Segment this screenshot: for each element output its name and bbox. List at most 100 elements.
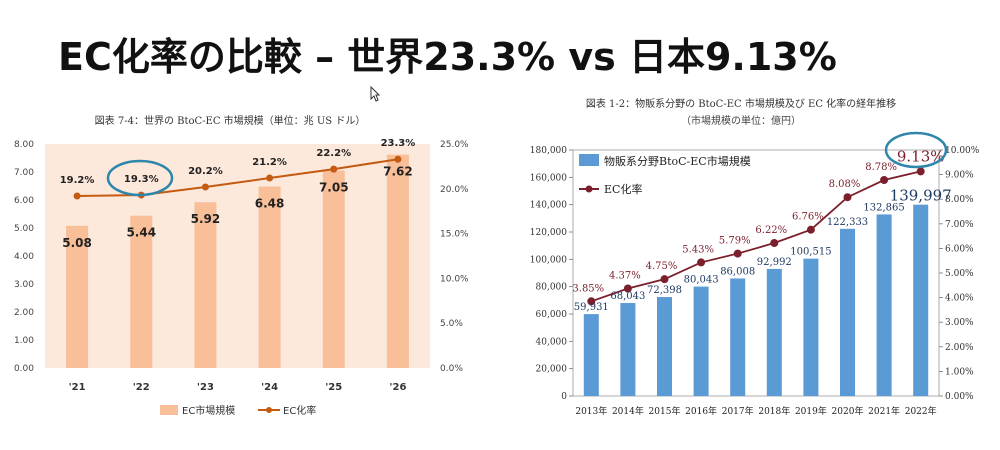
right-y-tick-label: 6.00% (945, 244, 974, 254)
world-x-tick-label: '25 (325, 382, 342, 393)
left-y-tick-label: 6.00 (14, 196, 34, 206)
japan-ec-rate-label: 8.78% (865, 162, 897, 173)
japan-ec-rate-label: 4.37% (609, 270, 641, 281)
japan-bar-value-label: 139,997 (890, 187, 952, 205)
japan-ec-rate-label: 3.85% (572, 283, 604, 294)
world-bar (322, 170, 345, 368)
left-y-tick-label: 120,000 (530, 228, 567, 238)
left-y-tick-label: 1.00 (14, 336, 34, 346)
japan-ec-rate-point (733, 249, 742, 258)
japan-bar (803, 258, 819, 396)
japan-highlight-ring (884, 131, 948, 169)
slide-title: EC化率の比較 – 世界23.3% vs 日本9.13% (58, 35, 837, 79)
left-y-tick-label: 140,000 (530, 201, 567, 211)
world-ec-rate-point (201, 183, 209, 191)
legend-line-marker (266, 407, 272, 413)
left-y-tick-label: 0 (561, 392, 567, 402)
japan-bar-value-label: 132,865 (863, 202, 904, 213)
japan-x-tick-label: 2018年 (758, 405, 790, 417)
world-bar (386, 154, 409, 368)
japan-x-tick-label: 2020年 (832, 405, 864, 417)
world-ec-rate-point (73, 192, 81, 200)
japan-ec-rate-label: 6.76% (792, 212, 824, 223)
left-y-tick-label: 180,000 (530, 146, 567, 156)
world-plot-area (45, 144, 430, 368)
world-ec-rate-label: 19.3% (124, 174, 159, 185)
japan-bar (693, 286, 709, 396)
japan-ec-rate-point (770, 238, 779, 247)
japan-ec-rate-point (623, 284, 632, 293)
right-y-tick-label: 8.00% (945, 195, 974, 205)
japan-x-tick-label: 2016年 (685, 405, 717, 417)
right-y-tick-label: 7.00% (945, 220, 974, 230)
japan-ec-rate-point (916, 167, 925, 176)
world-ec-chart: 図表 7-4：世界の BtoC-EC 市場規模（単位：兆 US ドル） 0.00… (0, 108, 480, 446)
japan-ec-rate-point (697, 258, 706, 267)
japan-ec-rate-label: 4.75% (646, 261, 678, 272)
world-bar-value-label: 5.08 (62, 236, 92, 250)
legend-bar-swatch (160, 405, 178, 415)
left-y-tick-label: 3.00 (14, 280, 34, 290)
japan-bar (913, 204, 929, 396)
japan-bar-value-label: 72,398 (647, 285, 682, 296)
japan-x-tick-label: 2015年 (649, 405, 681, 417)
japan-bar-value-label: 80,043 (684, 275, 719, 286)
japan-bar (657, 297, 672, 396)
right-y-tick-label: 25.0% (440, 140, 469, 150)
world-x-tick-label: '24 (261, 382, 278, 393)
right-y-tick-label: 5.00% (945, 269, 974, 279)
japan-bar (876, 214, 892, 396)
world-chart-title: 図表 7-4：世界の BtoC-EC 市場規模（単位：兆 US ドル） (95, 114, 366, 127)
japan-ec-rate-label: 9.13% (897, 147, 945, 165)
world-ec-rate-point (266, 174, 274, 182)
left-y-tick-label: 4.00 (14, 252, 34, 262)
japan-ec-rate-label: 5.79% (719, 236, 751, 247)
japan-chart-subtitle: （市場規模の単位：億円） (681, 114, 801, 127)
japan-bar (840, 228, 855, 396)
world-x-tick-label: '21 (69, 382, 86, 393)
japan-ec-rate-label: 5.43% (682, 244, 714, 255)
japan-bar-value-label: 59,931 (574, 302, 609, 313)
japan-bar-value-label: 68,043 (610, 291, 645, 302)
world-bar-value-label: 7.62 (383, 165, 413, 179)
japan-ec-rate-point (806, 225, 815, 234)
japan-ec-rate-point (587, 297, 596, 306)
japan-x-tick-label: 2014年 (612, 405, 644, 417)
left-y-tick-label: 0.00 (14, 364, 34, 374)
japan-bar-value-label: 122,333 (827, 217, 868, 228)
right-y-tick-label: 10.00% (945, 146, 980, 156)
world-bar-value-label: 6.48 (255, 197, 285, 211)
left-y-tick-label: 2.00 (14, 308, 34, 318)
japan-chart-title: 図表 1-2：物販系分野の BtoC-EC 市場規模及び EC 化率の経年推移 (586, 97, 896, 110)
japan-x-tick-label: 2022年 (905, 405, 937, 417)
japan-x-tick-label: 2021年 (868, 405, 900, 417)
right-y-tick-label: 3.00% (945, 318, 974, 328)
right-y-tick-label: 4.00% (945, 294, 974, 304)
left-y-tick-label: 100,000 (530, 255, 567, 265)
right-y-tick-label: 5.0% (440, 319, 463, 329)
world-bar-value-label: 5.44 (126, 226, 156, 240)
left-y-tick-label: 60,000 (536, 310, 568, 320)
japan-ec-rate-label: 8.08% (829, 179, 861, 190)
right-y-tick-label: 15.0% (440, 230, 469, 240)
mouse-cursor-icon (370, 86, 380, 102)
right-y-tick-label: 0.00% (945, 392, 974, 402)
world-x-tick-label: '22 (133, 382, 150, 393)
japan-x-tick-label: 2019年 (795, 405, 827, 417)
japan-bar (766, 268, 782, 396)
japan-ec-rate-label: 6.22% (755, 225, 787, 236)
japan-bar-value-label: 92,992 (757, 257, 792, 268)
japan-x-tick-label: 2017年 (722, 405, 754, 417)
world-ec-rate-point (330, 165, 338, 173)
world-ec-chart-svg: 図表 7-4：世界の BtoC-EC 市場規模（単位：兆 US ドル） 0.00… (14, 114, 469, 417)
world-ec-rate-label: 19.2% (60, 175, 95, 186)
japan-x-tick-label: 2013年 (575, 405, 607, 417)
world-ec-rate-label: 23.3% (381, 138, 416, 149)
right-y-tick-label: 9.00% (945, 171, 974, 181)
world-bar (258, 186, 281, 368)
japan-bar (583, 314, 599, 396)
world-ec-rate-label: 22.2% (316, 148, 351, 159)
japan-bar (730, 278, 746, 396)
left-y-tick-label: 5.00 (14, 224, 34, 234)
japan-bar (620, 303, 636, 396)
